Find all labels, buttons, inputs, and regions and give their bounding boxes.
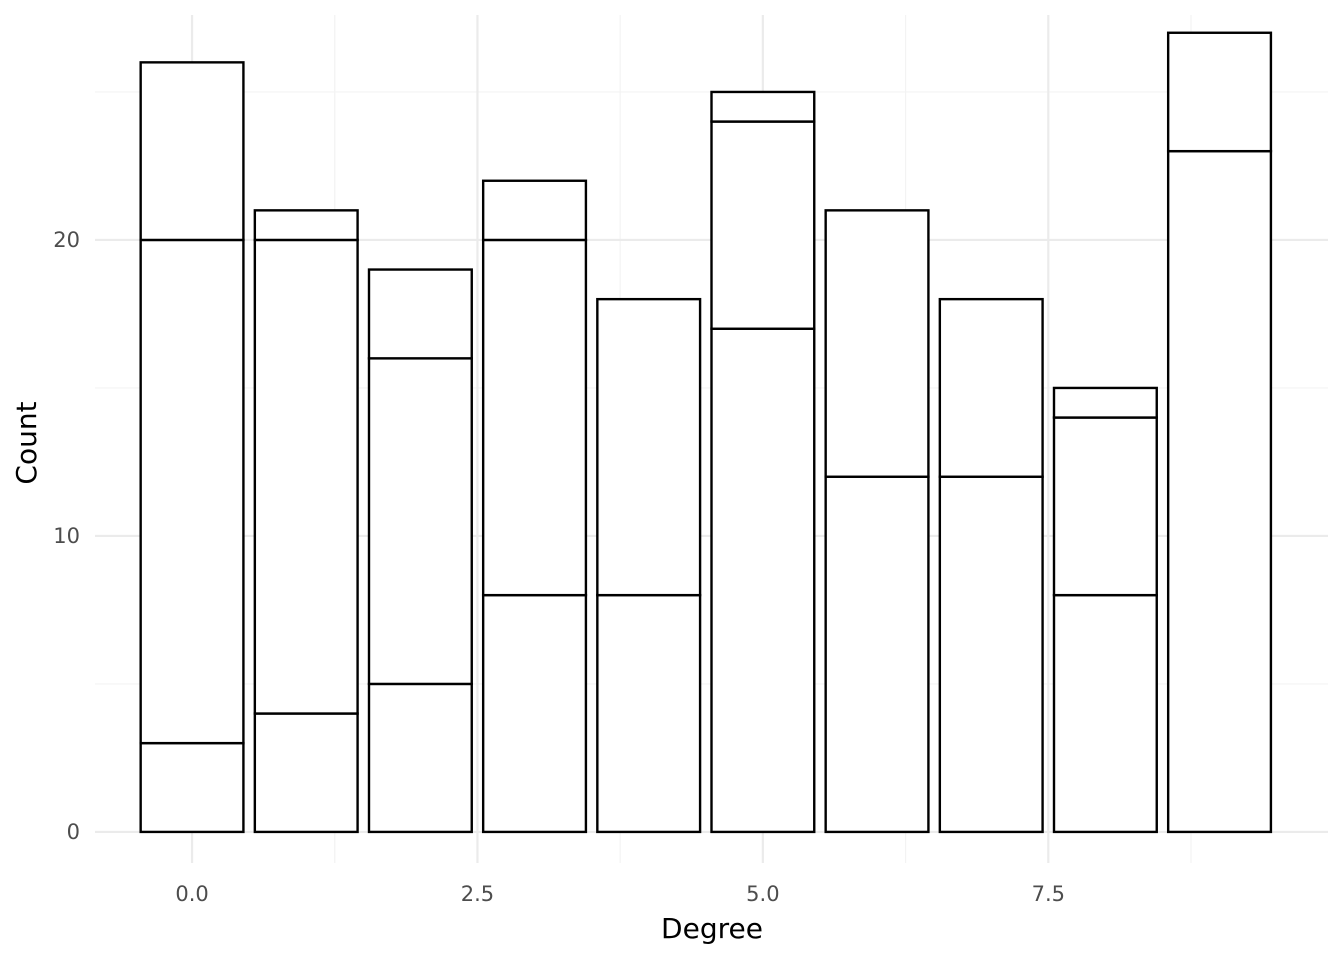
bar-segment [824, 475, 930, 834]
y-tick-label: 20 [53, 228, 80, 252]
bar-segment [596, 593, 702, 834]
bar-stack [253, 209, 359, 834]
bar-segment [367, 682, 473, 834]
bar-segment [367, 268, 473, 360]
bar-segment [1052, 593, 1158, 834]
bar-stack [824, 209, 930, 834]
y-tick-label: 0 [67, 820, 80, 844]
bar-stack [710, 90, 816, 834]
x-axis-ticks: 0.0 2.5 5.0 7.5 [175, 882, 1065, 906]
y-axis-title: Count [10, 401, 43, 484]
y-tick-label: 10 [53, 524, 80, 548]
bar-stack [139, 61, 245, 834]
bar-segment [139, 238, 245, 745]
x-tick-label: 5.0 [746, 882, 779, 906]
bar-segment [824, 209, 930, 478]
bar-segment [253, 712, 359, 834]
bar-stack [938, 297, 1044, 834]
bar-segment [481, 179, 588, 242]
bar-segment [938, 475, 1044, 834]
bar-segment [367, 357, 473, 686]
bar-segment [710, 90, 816, 123]
bar-segment [139, 61, 245, 242]
bar-segment [938, 297, 1044, 478]
y-axis-ticks: 0 10 20 [53, 228, 80, 844]
bar-stack [596, 297, 702, 834]
bar-segment [481, 238, 588, 597]
bar-stack [1052, 386, 1158, 834]
bar-segment [253, 209, 359, 242]
bar-segment [1052, 386, 1158, 419]
x-tick-label: 2.5 [461, 882, 494, 906]
bar-segment [1052, 416, 1158, 597]
bar-segment [481, 593, 588, 834]
bar-stack [1166, 31, 1273, 834]
bar-segment [596, 297, 702, 597]
bar-segment [1166, 149, 1273, 834]
x-tick-label: 0.0 [175, 882, 208, 906]
bar-segment [1166, 31, 1273, 153]
x-tick-label: 7.5 [1032, 882, 1065, 906]
bars [139, 31, 1273, 834]
bar-segment [710, 327, 816, 834]
bar-segment [253, 238, 359, 715]
bar-stack [481, 179, 588, 834]
x-axis-title: Degree [661, 912, 763, 945]
bar-stack [367, 268, 473, 834]
bar-segment [139, 741, 245, 834]
bar-segment [710, 120, 816, 330]
